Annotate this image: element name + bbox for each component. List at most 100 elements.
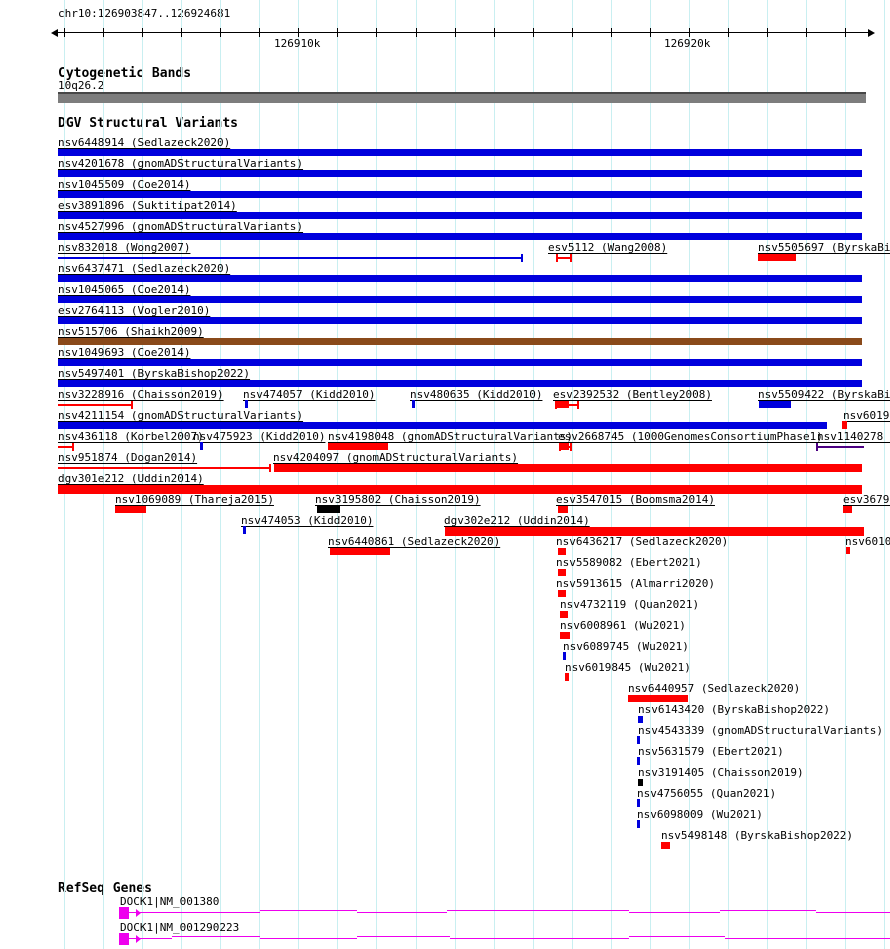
gene-line[interactable] — [357, 936, 450, 937]
variant-glyph[interactable] — [445, 527, 864, 536]
variant-glyph[interactable] — [558, 590, 566, 597]
variant-label[interactable]: nsv3195802 (Chaisson2019) — [315, 493, 481, 506]
variant-label[interactable]: nsv5509422 (ByrskaBish — [758, 388, 890, 401]
variant-label[interactable]: dgv302e212 (Uddin2014) — [444, 514, 590, 527]
variant-glyph-end-tick[interactable] — [559, 443, 561, 451]
variant-glyph-block[interactable] — [557, 401, 569, 408]
variant-label[interactable]: nsv436118 (Korbel2007) — [58, 430, 204, 443]
variant-glyph[interactable] — [846, 547, 850, 554]
variant-label[interactable]: nsv480635 (Kidd2010) — [410, 388, 543, 401]
gene-line[interactable] — [260, 938, 357, 939]
variant-label[interactable]: esv5112 (Wang2008) — [548, 241, 668, 254]
variant-glyph[interactable] — [58, 338, 862, 345]
gene-line[interactable] — [172, 936, 260, 937]
variant-label[interactable]: nsv4204097 (gnomADStructuralVariants) — [273, 451, 519, 464]
variant-glyph[interactable] — [637, 799, 640, 807]
variant-label[interactable]: nsv6440861 (Sedlazeck2020) — [328, 535, 501, 548]
variant-label[interactable]: nsv5498148 (ByrskaBishop2022) — [661, 829, 854, 842]
gene-line[interactable] — [629, 912, 720, 913]
variant-glyph[interactable] — [565, 673, 569, 681]
variant-label[interactable]: nsv4732119 (Quan2021) — [560, 598, 700, 611]
variant-label[interactable]: nsv4756055 (Quan2021) — [637, 787, 777, 800]
variant-glyph-end-tick[interactable] — [269, 464, 271, 472]
gene-line[interactable] — [720, 910, 816, 911]
variant-glyph[interactable] — [274, 464, 862, 472]
variant-glyph-end-tick[interactable] — [570, 254, 572, 262]
variant-glyph[interactable] — [816, 446, 864, 448]
variant-label[interactable]: nsv4543339 (gnomADStructuralVariants) — [638, 724, 884, 737]
variant-glyph[interactable] — [58, 233, 862, 240]
variant-glyph-end-tick[interactable] — [816, 443, 818, 451]
variant-glyph[interactable] — [58, 467, 271, 469]
variant-label[interactable]: nsv6019845 (Wu2021) — [565, 661, 691, 674]
variant-glyph[interactable] — [58, 275, 862, 282]
variant-glyph[interactable] — [58, 404, 133, 406]
variant-glyph[interactable] — [758, 254, 796, 261]
variant-label[interactable]: nsv951874 (Dogan2014) — [58, 451, 198, 464]
variant-label[interactable]: nsv4201678 (gnomADStructuralVariants) — [58, 157, 304, 170]
variant-label[interactable]: nsv6440957 (Sedlazeck2020) — [628, 682, 801, 695]
variant-glyph[interactable] — [58, 317, 862, 324]
variant-glyph[interactable] — [328, 443, 388, 450]
variant-glyph[interactable] — [58, 359, 862, 366]
cytoband-bar[interactable] — [58, 92, 866, 103]
gene-label[interactable]: DOCK1|NM_001290223 — [120, 921, 240, 934]
variant-label[interactable]: esv36797 — [843, 493, 890, 506]
variant-glyph[interactable] — [58, 422, 827, 429]
variant-label[interactable]: nsv6143420 (ByrskaBishop2022) — [638, 703, 831, 716]
variant-glyph[interactable] — [58, 257, 523, 259]
variant-label[interactable]: nsv6098009 (Wu2021) — [637, 808, 763, 821]
variant-label[interactable]: nsv6008961 (Wu2021) — [560, 619, 686, 632]
variant-glyph[interactable] — [638, 716, 643, 723]
variant-label[interactable]: nsv4198048 (gnomADStructuralVariants) — [328, 430, 574, 443]
gene-exon-box[interactable] — [119, 933, 129, 945]
variant-label[interactable]: nsv515706 (Shaikh2009) — [58, 325, 204, 338]
variant-glyph[interactable] — [58, 380, 862, 387]
variant-label[interactable]: nsv1045065 (Coe2014) — [58, 283, 191, 296]
variant-glyph-end-tick[interactable] — [72, 443, 74, 451]
variant-glyph[interactable] — [759, 401, 791, 408]
variant-glyph[interactable] — [556, 257, 572, 259]
variant-glyph[interactable] — [58, 170, 862, 177]
variant-label[interactable]: nsv3228916 (Chaisson2019) — [58, 388, 224, 401]
variant-label[interactable]: nsv6437471 (Sedlazeck2020) — [58, 262, 231, 275]
variant-glyph[interactable] — [58, 296, 862, 303]
variant-glyph[interactable] — [245, 400, 248, 408]
variant-glyph[interactable] — [637, 757, 640, 765]
variant-label[interactable]: nsv1069089 (Thareja2015) — [115, 493, 274, 506]
variant-glyph-end-tick[interactable] — [521, 254, 523, 262]
variant-glyph[interactable] — [628, 695, 688, 702]
gene-exon-box[interactable] — [119, 907, 129, 919]
variant-glyph-end-tick[interactable] — [556, 254, 558, 262]
variant-label[interactable]: nsv6448914 (Sedlazeck2020) — [58, 136, 231, 149]
variant-glyph[interactable] — [58, 191, 862, 198]
variant-glyph[interactable] — [58, 446, 74, 448]
gene-line[interactable] — [129, 912, 260, 913]
variant-glyph[interactable] — [200, 442, 203, 450]
variant-glyph[interactable] — [558, 569, 566, 576]
variant-label[interactable]: nsv60192 — [843, 409, 890, 422]
variant-glyph-block[interactable] — [561, 443, 569, 450]
variant-glyph[interactable] — [560, 632, 570, 639]
variant-glyph[interactable] — [843, 506, 852, 513]
variant-label[interactable]: nsv6089745 (Wu2021) — [563, 640, 689, 653]
variant-label[interactable]: esv3891896 (Suktitipat2014) — [58, 199, 237, 212]
gene-line[interactable] — [447, 910, 629, 911]
variant-label[interactable]: nsv5497401 (ByrskaBishop2022) — [58, 367, 251, 380]
variant-label[interactable]: esv3547015 (Boomsma2014) — [556, 493, 715, 506]
variant-label[interactable]: nsv474053 (Kidd2010) — [241, 514, 374, 527]
variant-label[interactable]: esv2764113 (Vogler2010) — [58, 304, 211, 317]
variant-glyph[interactable] — [563, 652, 566, 660]
variant-label[interactable]: nsv3191405 (Chaisson2019) — [638, 766, 804, 779]
variant-label[interactable]: nsv5589082 (Ebert2021) — [556, 556, 702, 569]
variant-label[interactable]: nsv5913615 (Almarri2020) — [556, 577, 715, 590]
variant-glyph-end-tick[interactable] — [131, 401, 133, 409]
variant-label[interactable]: nsv5505697 (ByrskaBish — [758, 241, 890, 254]
gene-label[interactable]: DOCK1|NM_001380 — [120, 895, 220, 908]
variant-glyph[interactable] — [842, 421, 847, 429]
variant-label[interactable]: nsv5631579 (Ebert2021) — [638, 745, 784, 758]
variant-label[interactable]: nsv60107 — [845, 535, 890, 548]
variant-glyph[interactable] — [558, 548, 566, 555]
variant-glyph[interactable] — [661, 842, 670, 849]
variant-glyph[interactable] — [637, 820, 640, 828]
